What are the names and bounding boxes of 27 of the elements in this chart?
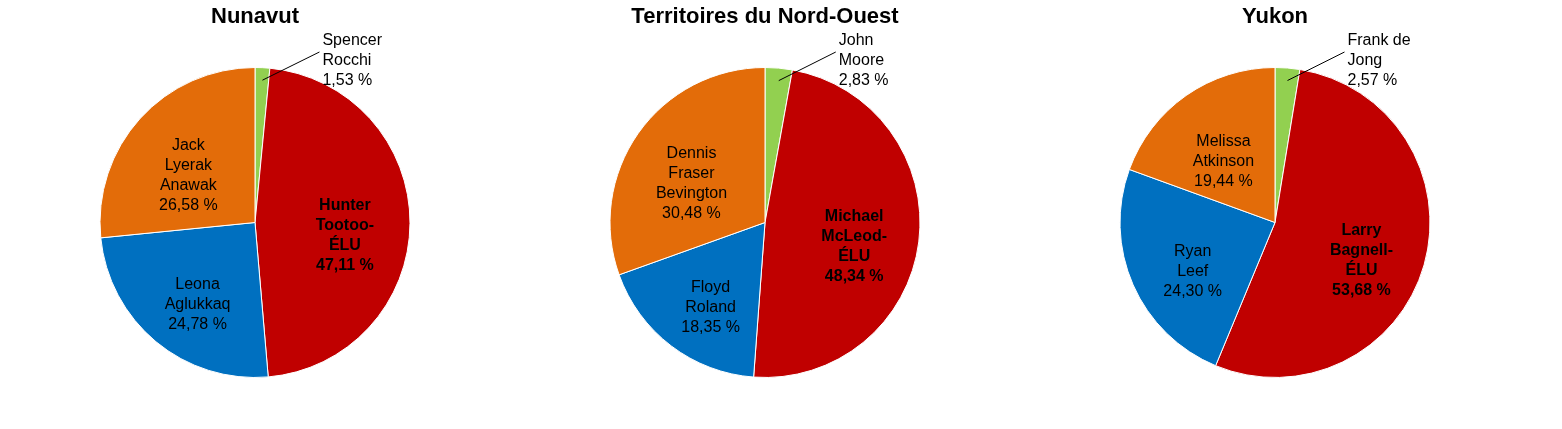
data-label: 30,48 % (662, 204, 721, 222)
slice-label: Jack Lyerak Anawak (159, 135, 218, 193)
data-label: 2,57 % (1347, 71, 1398, 88)
slice-label: Frank de Jong (1347, 31, 1411, 68)
data-label: 1,53 % (322, 71, 373, 88)
chart-title: Nunavut (211, 3, 300, 28)
slice-label: Hunter Tootoo-ÉLU (315, 196, 375, 254)
data-label: 18,35 % (681, 317, 740, 335)
slice-label: John Moore (838, 31, 885, 68)
data-label: 48,34 % (824, 267, 884, 285)
slice-label: Floyd Roland (685, 277, 736, 315)
data-label: 24,30 % (1163, 282, 1223, 300)
data-label: 24,78 % (168, 315, 227, 333)
slice-label: Leona Aglukkaq (164, 275, 231, 313)
chart-title: Yukon (1241, 3, 1309, 28)
chart-title: Territoires du Nord-Ouest (631, 3, 900, 28)
slice-label: Melissa Atkinson (1192, 132, 1255, 170)
data-label: 53,68 % (1332, 280, 1391, 298)
slice-label: Ryan Leef (1174, 242, 1212, 280)
data-label: 26,58 % (159, 195, 218, 213)
data-label: 2,83 % (838, 71, 889, 88)
slice-label: Michael McLeod-ÉLU (821, 207, 888, 265)
slice-label: Spencer Rocchi (322, 31, 383, 68)
data-label: 47,11 % (315, 256, 374, 274)
slice-label: Larry Bagnell-ÉLU (1329, 220, 1394, 278)
slice-label: Dennis Fraser Bevington (655, 144, 728, 202)
data-label: 19,44 % (1194, 172, 1253, 190)
